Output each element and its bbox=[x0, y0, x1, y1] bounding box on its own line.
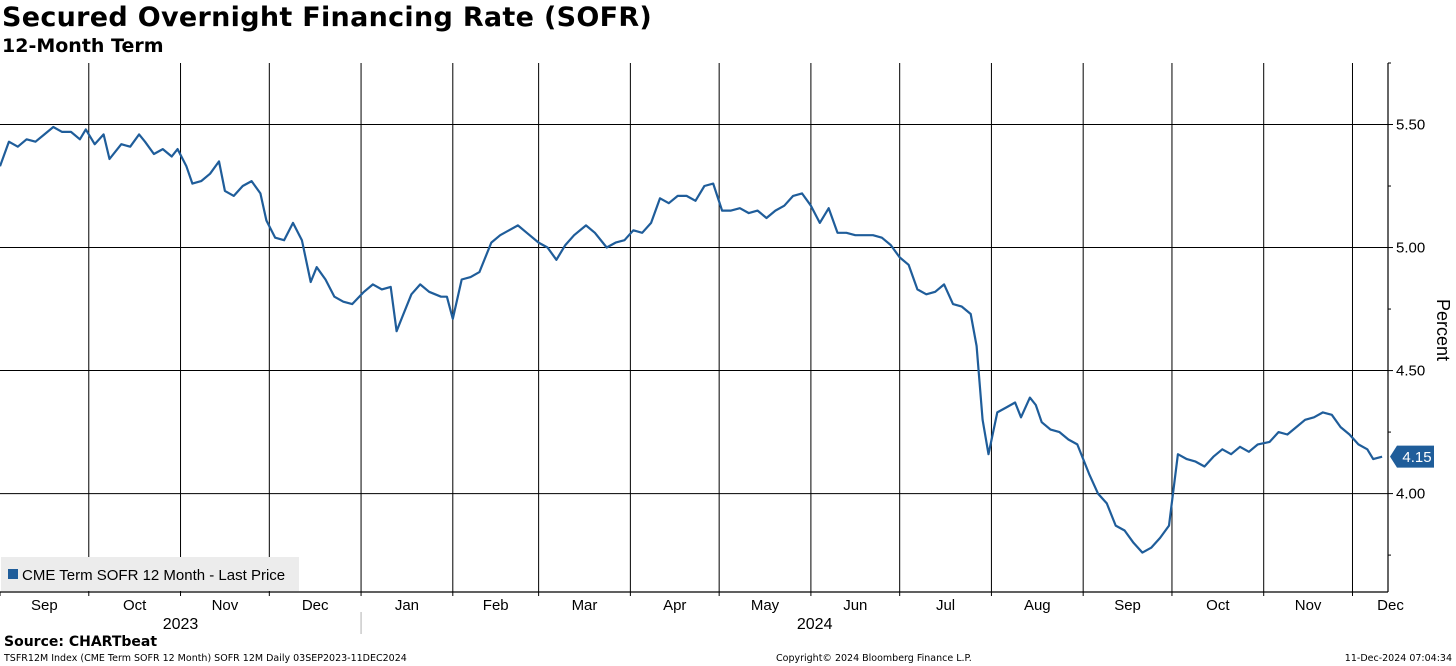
year-label: 2023 bbox=[163, 616, 199, 633]
x-tick-label: Sep bbox=[31, 597, 58, 614]
x-tick-label: Aug bbox=[1024, 597, 1051, 614]
y-tick-label: 5.50 bbox=[1396, 117, 1425, 134]
y-tick-label: 5.00 bbox=[1396, 240, 1425, 257]
y-axis-label: Percent bbox=[1433, 299, 1453, 361]
year-label: 2024 bbox=[797, 616, 833, 633]
legend-label: CME Term SOFR 12 Month - Last Price bbox=[22, 567, 285, 584]
ticker-info: TSFR12M Index (CME Term SOFR 12 Month) S… bbox=[4, 653, 407, 664]
legend-swatch bbox=[8, 569, 18, 579]
x-tick-label: Jan bbox=[395, 597, 419, 614]
y-tick-label: 4.50 bbox=[1396, 363, 1425, 380]
x-tick-label: Jun bbox=[843, 597, 867, 614]
last-price-badge bbox=[1390, 445, 1434, 468]
x-tick-label: Oct bbox=[123, 597, 147, 614]
x-tick-label: Apr bbox=[663, 597, 686, 614]
x-tick-label: Jul bbox=[936, 597, 955, 614]
last-price-label: 4.15 bbox=[1402, 449, 1431, 466]
source-note: Source: CHARTbeat bbox=[4, 634, 158, 650]
x-tick-label: Dec bbox=[1377, 597, 1404, 614]
x-tick-label: Nov bbox=[1295, 597, 1322, 614]
x-tick-label: Mar bbox=[572, 597, 598, 614]
chart-title: Secured Overnight Financing Rate (SOFR) bbox=[2, 2, 653, 33]
x-tick-label: Sep bbox=[1114, 597, 1141, 614]
x-tick-label: Feb bbox=[483, 597, 509, 614]
chart-subtitle: 12-Month Term bbox=[2, 35, 164, 57]
x-tick-label: Oct bbox=[1206, 597, 1230, 614]
x-tick-label: Nov bbox=[212, 597, 239, 614]
x-tick-label: May bbox=[751, 597, 780, 614]
y-tick-label: 4.00 bbox=[1396, 486, 1425, 503]
timestamp: 11-Dec-2024 07:04:34 bbox=[1344, 653, 1452, 664]
sofr-series-line bbox=[0, 125, 1383, 554]
x-tick-label: Dec bbox=[302, 597, 329, 614]
copyright-note: Copyright© 2024 Bloomberg Finance L.P. bbox=[776, 653, 972, 664]
legend-box bbox=[1, 557, 299, 591]
